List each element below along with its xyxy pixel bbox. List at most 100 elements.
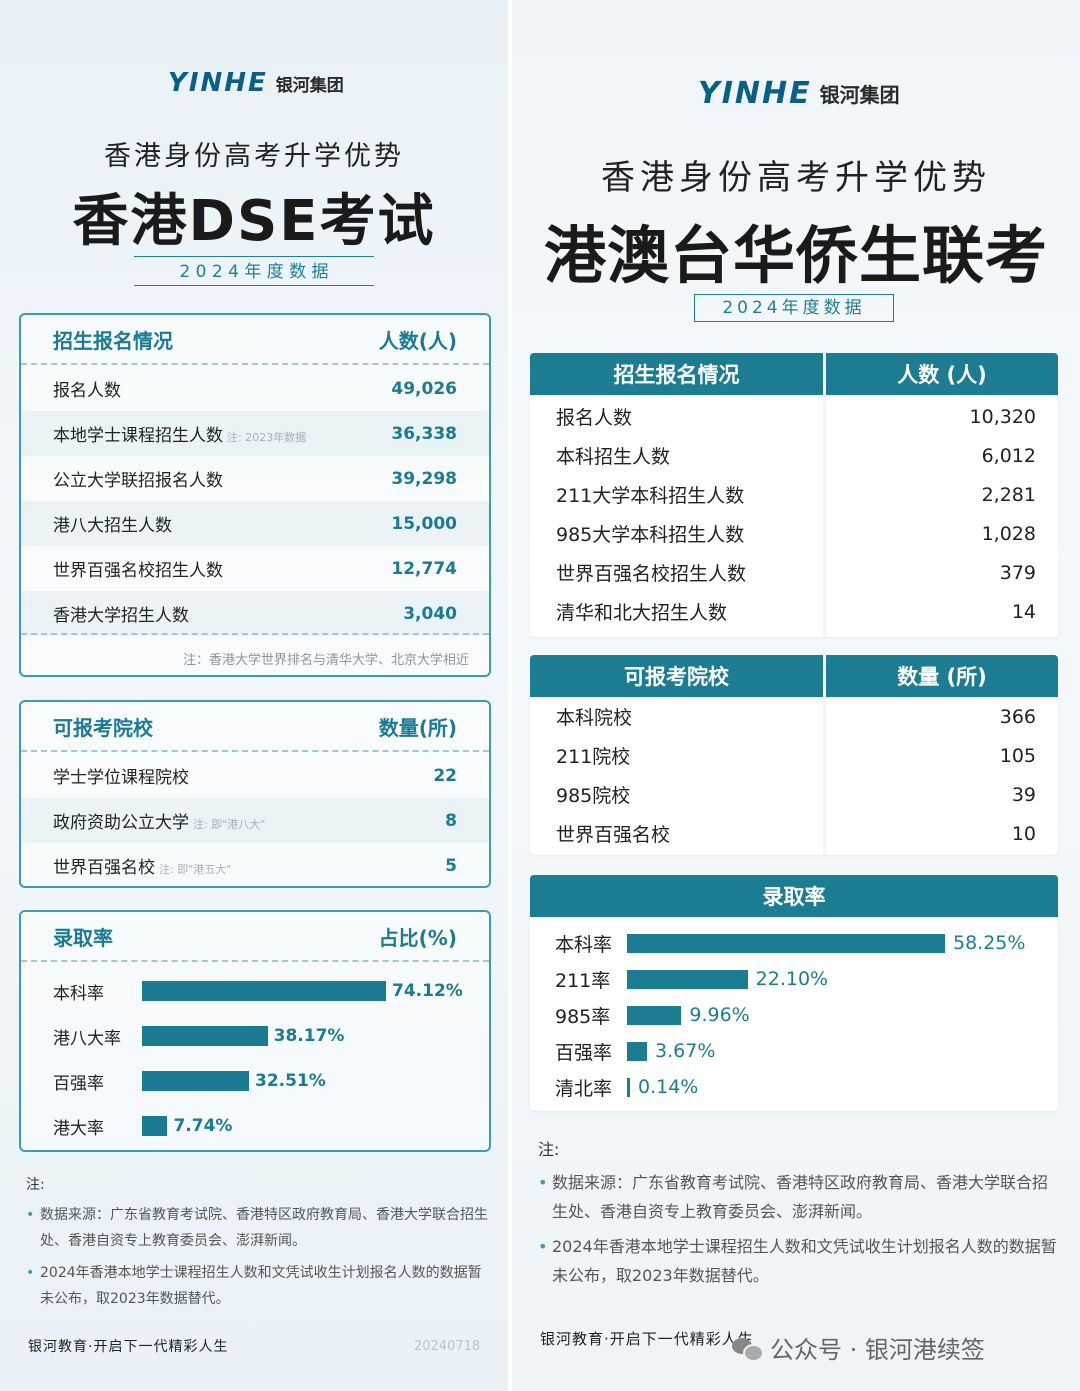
- column-divider: [823, 395, 826, 637]
- bar-category: 港八大率: [53, 1028, 121, 1049]
- right-rate-header: 录取率: [530, 875, 1058, 917]
- bar-row: 本科率 74.12%: [53, 980, 463, 1004]
- right-logo: YINHE 银河集团: [698, 76, 900, 111]
- header-label: 可报考院校: [53, 715, 153, 740]
- bar-row: 985率 9.96%: [555, 1003, 750, 1028]
- header-unit: 人数 (人): [826, 353, 1058, 395]
- right-notes: 注: 数据来源：广东省教育考试院、香港特区政府教育局、香港大学联合招生处、香港自…: [538, 1135, 1058, 1296]
- left-logo: YINHE 银河集团: [168, 68, 344, 98]
- header-unit: 数量 (所): [826, 655, 1058, 697]
- bar-category: 清北率: [555, 1077, 613, 1100]
- column-divider: [823, 697, 826, 855]
- header-label: 招生报名情况: [53, 328, 173, 353]
- chart-title: 录取率: [530, 875, 1058, 917]
- row-label: 985大学本科招生人数: [556, 524, 745, 546]
- table-row: 报名人数 49,026: [21, 366, 489, 411]
- table-row: 本科院校 366: [530, 697, 1058, 736]
- row-label: 世界百强名校 注: 即"港五大": [53, 853, 231, 878]
- row-label-text: 香港大学招生人数: [53, 606, 189, 626]
- row-label-text: 公立大学联招报名人数: [53, 471, 223, 491]
- row-value: 15,000: [391, 513, 457, 534]
- left-schools-card: 可报考院校 数量(所) 学士学位课程院校 22 政府资助公立大学 注: 即"港八大" 8…: [19, 700, 491, 888]
- wechat-watermark: 公众号 · 银河港续签: [732, 1330, 985, 1365]
- note-item: 数据来源：广东省教育考试院、香港特区政府教育局、香港大学联合招生处、香港自资专上…: [538, 1168, 1058, 1226]
- footnote-divider: [21, 633, 489, 635]
- bar: [627, 1005, 682, 1025]
- table-row: 本地学士课程招生人数 注: 2023年数据 36,338: [21, 411, 489, 456]
- chart-unit: 占比(%): [378, 925, 457, 950]
- row-value: 8: [445, 810, 457, 831]
- row-value: 39: [1011, 783, 1036, 806]
- bar-value-label: 0.14%: [638, 1076, 699, 1098]
- row-value: 12,774: [391, 558, 457, 579]
- bar-category: 985率: [555, 1005, 611, 1028]
- bar-category: 港大率: [53, 1118, 104, 1139]
- table-row: 211院校 105: [530, 736, 1058, 775]
- header-unit: 数量(所): [378, 715, 457, 740]
- left-enroll-card: 招生报名情况 人数(人) 报名人数 49,026 本地学士课程招生人数 注: 2023…: [19, 313, 491, 677]
- table-row: 政府资助公立大学 注: 即"港八大" 8: [21, 798, 489, 843]
- table-row: 学士学位课程院校 22: [21, 753, 489, 798]
- bar: [627, 933, 945, 953]
- table-row: 世界百强名校 10: [530, 814, 1058, 853]
- right-year-label: 2024年度数据: [694, 294, 894, 322]
- table-row: 报名人数 10,320: [530, 397, 1058, 436]
- row-value: 105: [999, 744, 1036, 767]
- bar: [627, 1041, 648, 1061]
- row-value: 39,298: [391, 468, 457, 489]
- table-row: 世界百强名校 注: 即"港五大" 5: [21, 843, 489, 888]
- wechat-account: 公众号 · 银河港续签: [770, 1336, 985, 1364]
- row-value: 5: [445, 855, 457, 876]
- row-label-text: 学士学位课程院校: [53, 768, 189, 788]
- bar-category: 百强率: [555, 1041, 613, 1064]
- right-title: 港澳台华侨生联考: [543, 219, 1048, 292]
- bar-category: 百强率: [53, 1073, 104, 1094]
- row-value: 366: [999, 705, 1036, 728]
- bar-category: 本科率: [53, 983, 104, 1004]
- row-label: 985院校: [556, 785, 631, 807]
- bar-row: 清北率 0.14%: [555, 1075, 699, 1100]
- left-slogan: 银河教育·开启下一代精彩人生: [28, 1339, 229, 1355]
- row-value: 2,281: [981, 483, 1036, 506]
- bar: [142, 981, 386, 1001]
- row-label: 公立大学联招报名人数: [53, 466, 223, 491]
- row-label-text: 世界百强名校招生人数: [53, 561, 223, 581]
- logo-company-name: 银河集团: [819, 83, 900, 107]
- right-slogan: 银河教育·开启下一代精彩人生: [540, 1330, 754, 1348]
- bar-row: 211率 22.10%: [555, 967, 828, 992]
- left-rate-header: 录取率 占比(%): [21, 912, 489, 962]
- right-panel: YINHE 银河集团 香港身份高考升学优势 港澳台华侨生联考 2024年度数据 …: [512, 0, 1080, 1391]
- row-value: 14: [1011, 600, 1036, 623]
- table-row: 211大学本科招生人数 2,281: [530, 475, 1058, 514]
- bar: [142, 1026, 268, 1046]
- row-label-text: 港八大招生人数: [53, 516, 172, 536]
- bar: [142, 1071, 250, 1091]
- row-value: 22: [433, 765, 457, 786]
- row-label: 香港大学招生人数: [53, 601, 189, 626]
- row-value: 3,040: [403, 603, 457, 624]
- row-label-text: 世界百强名校: [53, 858, 155, 878]
- table-row: 世界百强名校招生人数 379: [530, 553, 1058, 592]
- logo-mark: YINHE: [168, 68, 268, 98]
- right-enroll-card: 招生报名情况 人数 (人) 报名人数 10,320 本科招生人数 6,012 211大学…: [530, 353, 1058, 637]
- right-schools-header: 可报考院校 数量 (所): [530, 655, 1058, 697]
- row-note: 注: 2023年数据: [227, 431, 307, 444]
- table-row: 香港大学招生人数 3,040: [21, 591, 489, 636]
- left-enroll-header: 招生报名情况 人数(人): [21, 315, 489, 365]
- row-label-text: 本地学士课程招生人数: [53, 426, 223, 446]
- left-rate-card: 录取率 占比(%) 本科率 74.12% 港八大率 38.17% 百强率 32.51% 港大…: [19, 910, 491, 1152]
- left-date: 20240718: [414, 1339, 481, 1354]
- header-unit: 人数(人): [378, 328, 457, 353]
- table-row: 985院校 39: [530, 775, 1058, 814]
- row-label: 本科招生人数: [556, 446, 671, 468]
- table-row: 港八大招生人数 15,000: [21, 501, 489, 546]
- row-label: 本地学士课程招生人数 注: 2023年数据: [53, 421, 306, 446]
- bar-category: 211率: [555, 969, 611, 992]
- bar-value-label: 32.51%: [255, 1071, 326, 1091]
- header-label: 可报考院校: [530, 655, 823, 697]
- row-label: 本科院校: [556, 707, 633, 729]
- row-value: 6,012: [981, 444, 1036, 467]
- left-enroll-footnote: 注：香港大学世界排名与清华大学、北京大学相近: [182, 653, 469, 668]
- row-value: 36,338: [391, 423, 457, 444]
- left-title: 香港DSE考试: [72, 189, 436, 254]
